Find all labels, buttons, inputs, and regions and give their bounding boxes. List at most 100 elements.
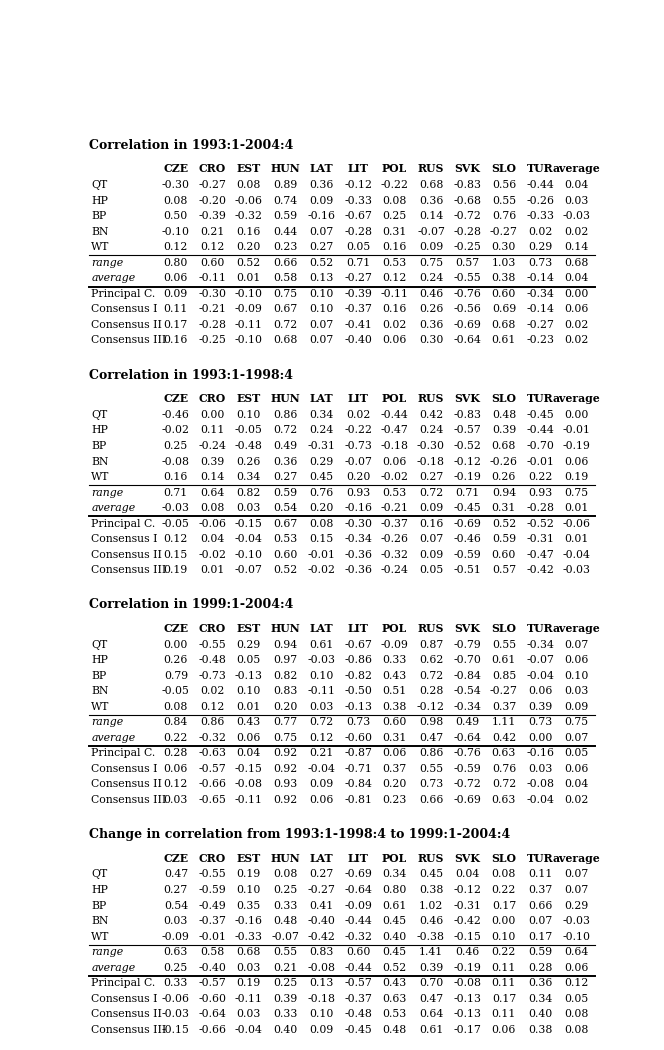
Text: -0.31: -0.31 [527, 534, 554, 544]
Text: 0.06: 0.06 [564, 457, 589, 466]
Text: 0.02: 0.02 [200, 687, 224, 696]
Text: 0.03: 0.03 [528, 764, 552, 774]
Text: RUS: RUS [418, 163, 444, 174]
Text: -0.32: -0.32 [235, 211, 263, 222]
Text: 0.39: 0.39 [273, 993, 297, 1004]
Text: 0.07: 0.07 [564, 885, 589, 895]
Text: 0.84: 0.84 [164, 717, 188, 728]
Text: 0.39: 0.39 [419, 963, 443, 972]
Text: -0.71: -0.71 [344, 764, 372, 774]
Text: 0.55: 0.55 [419, 764, 443, 774]
Text: WT: WT [91, 931, 110, 942]
Text: 0.06: 0.06 [564, 764, 589, 774]
Text: 0.98: 0.98 [419, 717, 443, 728]
Text: 0.47: 0.47 [164, 869, 188, 880]
Text: -0.25: -0.25 [454, 243, 481, 252]
Text: -0.33: -0.33 [235, 931, 263, 942]
Text: 0.12: 0.12 [564, 979, 589, 988]
Text: 0.36: 0.36 [309, 181, 334, 190]
Text: 0.16: 0.16 [163, 335, 188, 345]
Text: 0.29: 0.29 [236, 639, 261, 650]
Text: -0.15: -0.15 [235, 519, 263, 528]
Text: 0.71: 0.71 [456, 487, 479, 498]
Text: 0.60: 0.60 [346, 947, 371, 958]
Text: 0.10: 0.10 [236, 410, 261, 420]
Text: 0.45: 0.45 [419, 869, 443, 880]
Text: -0.16: -0.16 [527, 749, 554, 758]
Text: 0.92: 0.92 [273, 795, 297, 805]
Text: 0.02: 0.02 [564, 227, 589, 236]
Text: -0.45: -0.45 [454, 503, 481, 513]
Text: SVK: SVK [455, 623, 480, 634]
Text: 0.08: 0.08 [163, 195, 188, 206]
Text: 0.02: 0.02 [382, 320, 407, 330]
Text: 0.37: 0.37 [529, 885, 552, 895]
Text: 0.07: 0.07 [309, 320, 334, 330]
Text: 0.12: 0.12 [309, 733, 334, 742]
Text: -0.09: -0.09 [344, 901, 372, 910]
Text: 0.08: 0.08 [382, 195, 407, 206]
Text: -0.24: -0.24 [199, 441, 226, 452]
Text: 0.49: 0.49 [273, 441, 297, 452]
Text: average: average [553, 393, 601, 404]
Text: -0.04: -0.04 [527, 671, 554, 680]
Text: -0.59: -0.59 [454, 764, 481, 774]
Text: -0.18: -0.18 [380, 441, 408, 452]
Text: 0.08: 0.08 [163, 701, 188, 712]
Text: Consensus III: Consensus III [91, 335, 167, 345]
Text: 0.03: 0.03 [236, 963, 261, 972]
Text: -0.46: -0.46 [162, 410, 190, 420]
Text: -0.21: -0.21 [380, 503, 408, 513]
Text: -0.28: -0.28 [344, 227, 372, 236]
Text: -0.69: -0.69 [454, 519, 481, 528]
Text: -0.37: -0.37 [199, 916, 226, 926]
Text: 0.74: 0.74 [273, 195, 297, 206]
Text: 0.10: 0.10 [309, 304, 334, 314]
Text: -0.27: -0.27 [307, 885, 335, 895]
Text: 0.11: 0.11 [528, 869, 552, 880]
Text: 0.20: 0.20 [236, 243, 261, 252]
Text: -0.04: -0.04 [235, 1025, 263, 1034]
Text: 0.12: 0.12 [163, 243, 188, 252]
Text: 0.39: 0.39 [529, 701, 552, 712]
Text: -0.11: -0.11 [380, 289, 408, 299]
Text: 0.00: 0.00 [528, 733, 552, 742]
Text: SVK: SVK [455, 393, 480, 404]
Text: -0.38: -0.38 [417, 931, 445, 942]
Text: -0.37: -0.37 [380, 519, 408, 528]
Text: -0.51: -0.51 [454, 565, 481, 575]
Text: average: average [553, 853, 601, 863]
Text: 0.06: 0.06 [382, 457, 407, 466]
Text: 0.06: 0.06 [564, 963, 589, 972]
Text: 0.72: 0.72 [492, 779, 516, 790]
Text: 0.50: 0.50 [164, 211, 188, 222]
Text: 0.40: 0.40 [382, 931, 406, 942]
Text: 0.67: 0.67 [273, 304, 297, 314]
Text: 0.39: 0.39 [200, 457, 224, 466]
Text: -0.09: -0.09 [162, 931, 190, 942]
Text: 0.82: 0.82 [273, 671, 297, 680]
Text: -0.69: -0.69 [454, 795, 481, 805]
Text: TUR: TUR [527, 393, 554, 404]
Text: 0.52: 0.52 [492, 519, 516, 528]
Text: RUS: RUS [418, 853, 444, 863]
Text: WT: WT [91, 472, 110, 482]
Text: 0.20: 0.20 [309, 503, 334, 513]
Text: QT: QT [91, 410, 108, 420]
Text: range: range [91, 258, 124, 268]
Text: Correlation in 1993:1-2004:4: Correlation in 1993:1-2004:4 [89, 139, 293, 152]
Text: 0.86: 0.86 [200, 717, 224, 728]
Text: 1.11: 1.11 [492, 717, 516, 728]
Text: -0.16: -0.16 [344, 503, 372, 513]
Text: 0.09: 0.09 [419, 549, 443, 560]
Text: POL: POL [382, 623, 407, 634]
Text: -0.83: -0.83 [454, 410, 481, 420]
Text: HUN: HUN [270, 393, 300, 404]
Text: -0.17: -0.17 [454, 1025, 481, 1034]
Text: CZE: CZE [163, 623, 189, 634]
Text: SLO: SLO [491, 393, 517, 404]
Text: 0.48: 0.48 [382, 1025, 406, 1034]
Text: -0.08: -0.08 [527, 779, 554, 790]
Text: 0.34: 0.34 [529, 993, 552, 1004]
Text: 0.01: 0.01 [200, 565, 224, 575]
